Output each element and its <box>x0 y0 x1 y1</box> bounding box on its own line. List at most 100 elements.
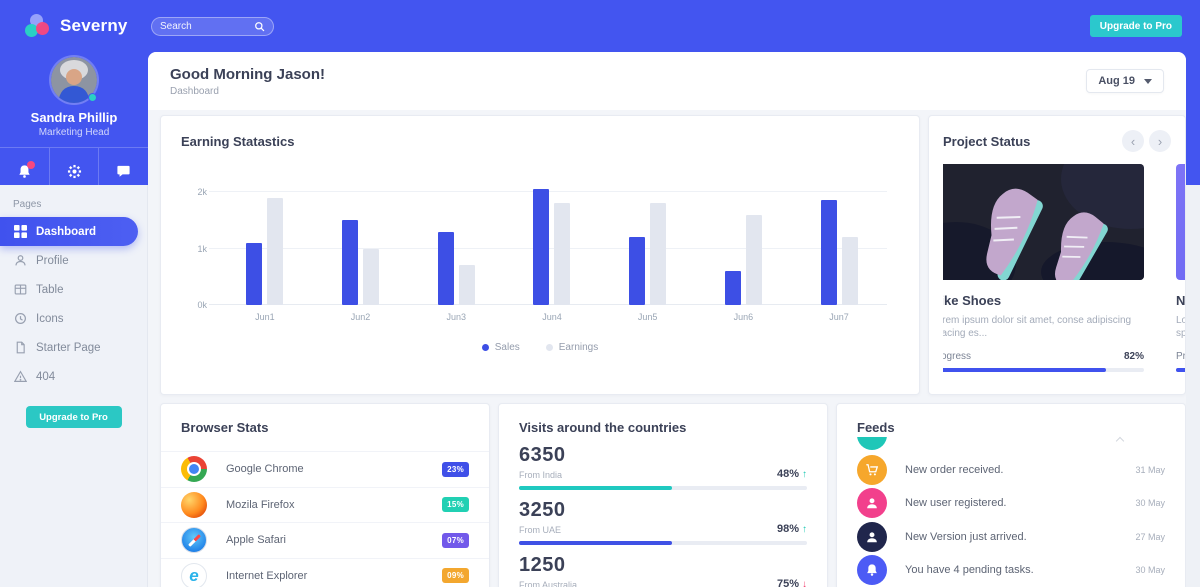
x-axis-tick: Jun6 <box>733 312 754 322</box>
bar-group-jun5: Jun5 <box>629 203 667 322</box>
change-percentage: 48% <box>776 468 799 480</box>
online-status-dot <box>88 93 97 102</box>
breadcrumb: Dashboard <box>170 85 219 97</box>
bar-group-jun2: Jun2 <box>342 220 380 322</box>
avatar[interactable] <box>51 57 97 103</box>
carousel-prev-button[interactable]: ‹ <box>1122 130 1144 152</box>
partially-scrolled-feed-item <box>857 437 887 453</box>
sales-bar-jun7 <box>820 200 837 305</box>
user-icon <box>857 488 887 519</box>
sidebar-quick-icons <box>0 147 148 196</box>
nav-label: 404 <box>36 370 56 383</box>
project-description: Lorem ipsum dolor sit amet, conse adipis… <box>943 315 1132 339</box>
clock-icon <box>15 313 26 324</box>
project-name: Nike Shoes <box>943 293 1002 308</box>
mozilla-firefox-logo-icon <box>181 491 207 518</box>
dashboard-grid-icon <box>14 225 27 238</box>
bar-group-jun6: Jun6 <box>724 214 762 322</box>
earnings-bar-jun2 <box>363 248 380 305</box>
sidebar-nav: Pages Dashboard Profile Table Icons <box>0 185 148 587</box>
sidebar-item-icons[interactable]: Icons <box>0 304 147 333</box>
sales-legend-dot <box>481 344 489 351</box>
visit-progress-bar <box>519 486 807 490</box>
progress-bar <box>1176 368 1185 372</box>
feed-date: 30 May <box>1135 498 1165 509</box>
y-axis-tick: 0k <box>197 300 207 310</box>
sidebar-item-404[interactable]: 404 <box>0 362 147 391</box>
list-item: New Version just arrived. 27 May <box>857 520 1165 554</box>
nav-label: Table <box>36 283 64 296</box>
table-row: Google Chrome 23% <box>161 451 489 487</box>
sidebar-item-starter-page[interactable]: Starter Page <box>0 333 147 362</box>
browser-name: Mozila Firefox <box>226 498 295 511</box>
browser-share-badge: 23% <box>442 461 469 477</box>
sales-bar-jun5 <box>629 237 646 305</box>
earnings-bar-jun1 <box>267 197 284 305</box>
search-bar[interactable] <box>151 16 274 36</box>
project-description: Lorem ipsum dolor sit amet, conse adipis… <box>1176 315 1185 339</box>
trend-up-icon: ↑ <box>802 523 807 535</box>
progress-bar-fill <box>1176 368 1185 372</box>
sidebar-item-profile[interactable]: Profile <box>0 246 147 275</box>
browser-stats-card: Browser Stats Google Chrome 23% Mozila F… <box>160 403 490 587</box>
upgrade-to-pro-button[interactable]: Upgrade to Pro <box>1089 15 1182 37</box>
scroll-up-indicator-icon <box>1115 436 1125 446</box>
page-title: Good Morning Jason! <box>170 65 325 83</box>
visit-entry-uae: 3250 From UAE 98% ↑ <box>519 499 807 545</box>
notifications-button[interactable] <box>0 148 49 195</box>
settings-button[interactable] <box>48 148 99 195</box>
legend-label: Earnings <box>558 342 599 353</box>
brand-name: Severny <box>60 16 128 35</box>
chat-icon <box>117 165 130 177</box>
bell-icon <box>857 555 887 586</box>
sidebar: Sandra Phillip Marketing Head <box>0 52 148 587</box>
visit-progress-bar <box>519 541 807 545</box>
feed-text: You have 4 pending tasks. <box>905 564 1034 577</box>
project-carousel[interactable]: Nike Shoes Lorem ipsum dolor sit amet, c… <box>943 164 1185 372</box>
legend-item-sales: Sales <box>481 342 520 353</box>
visit-count: 3250 <box>519 499 566 521</box>
change-percentage: 75% <box>776 578 799 587</box>
earnings-bar-jun4 <box>554 203 571 305</box>
browser-name: Internet Explorer <box>226 569 308 582</box>
progress-label: Progress <box>1176 351 1185 362</box>
visit-source: From UAE <box>519 525 562 535</box>
messages-button[interactable] <box>98 148 148 195</box>
x-axis-tick: Jun2 <box>350 312 371 322</box>
dashboard-content: Earning Statastics 0k 1k 2k Jun1 Jun2 Jun3 Jun… <box>148 110 1186 587</box>
y-axis-tick: 1k <box>197 243 207 254</box>
project-status-title: Project Status <box>943 133 1031 149</box>
visits-card: Visits around the countries 6350 From In… <box>498 403 828 587</box>
browser-share-badge: 09% <box>442 568 469 584</box>
main-panel: Good Morning Jason! Dashboard Aug 19 Ear… <box>148 52 1186 587</box>
brand: Severny <box>0 13 148 39</box>
visit-progress-fill <box>519 486 672 490</box>
visit-source: From India <box>519 470 563 480</box>
carousel-next-button[interactable]: › <box>1149 130 1171 152</box>
trend-up-icon: ↑ <box>802 468 807 480</box>
x-axis-tick: Jun4 <box>542 312 562 322</box>
feed-text: New Version just arrived. <box>905 530 1027 543</box>
browser-share-badge: 07% <box>442 532 469 548</box>
bar-group-jun1: Jun1 <box>246 197 284 322</box>
feeds-title: Feeds <box>857 420 895 435</box>
browser-name: Apple Safari <box>226 534 286 547</box>
y-axis-tick: 2k <box>197 187 207 197</box>
visit-entry-india: 6350 From India 48% ↑ <box>519 444 807 490</box>
date-selector-value: Aug 19 <box>1098 75 1135 87</box>
date-selector[interactable]: Aug 19 <box>1086 69 1164 93</box>
progress-bar <box>943 368 1144 372</box>
sales-bar-jun4 <box>533 189 550 305</box>
browser-share-badge: 15% <box>442 497 469 513</box>
feed-text: New user registered. <box>905 497 1007 510</box>
sidebar-item-dashboard[interactable]: Dashboard <box>0 217 138 246</box>
sales-bar-jun6 <box>724 271 741 305</box>
sidebar-item-table[interactable]: Table <box>0 275 147 304</box>
sales-bar-jun1 <box>246 242 263 305</box>
list-item: You have 4 pending tasks. 30 May <box>857 554 1165 587</box>
sidebar-upgrade-button[interactable]: Upgrade to Pro <box>25 406 122 428</box>
visit-count: 1250 <box>519 554 566 576</box>
browser-name: Google Chrome <box>226 463 304 476</box>
search-input[interactable] <box>160 20 250 32</box>
visit-progress-fill <box>519 541 672 545</box>
